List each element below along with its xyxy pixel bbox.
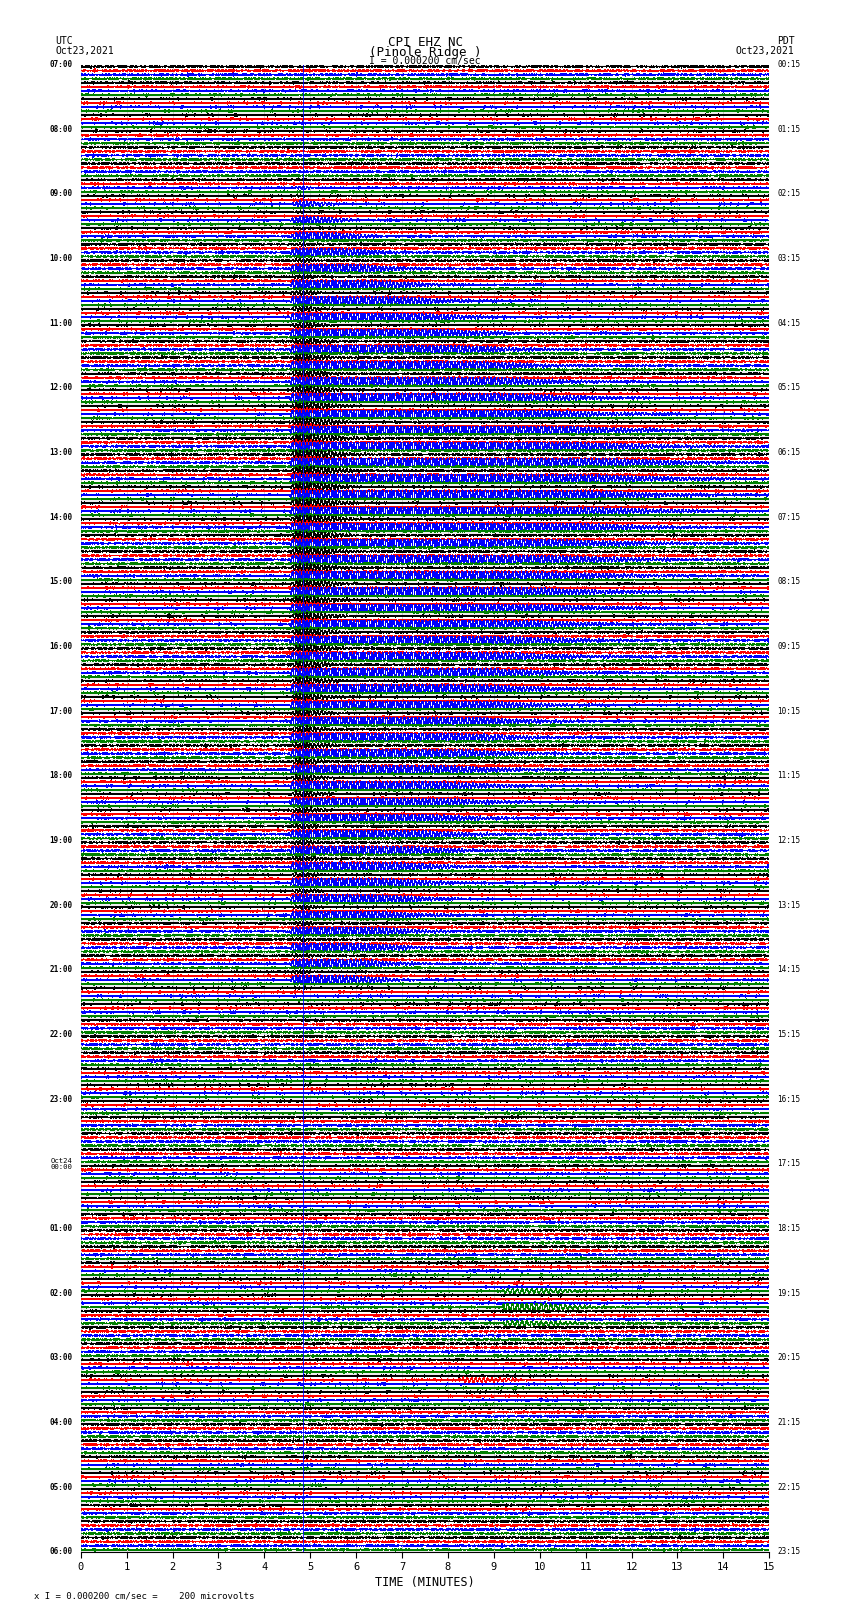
Text: UTC: UTC xyxy=(55,37,73,47)
Text: 21:00: 21:00 xyxy=(49,965,72,974)
Text: 14:15: 14:15 xyxy=(778,965,801,974)
Text: 02:15: 02:15 xyxy=(778,189,801,198)
Text: 22:15: 22:15 xyxy=(778,1482,801,1492)
Text: 03:00: 03:00 xyxy=(49,1353,72,1363)
Text: PDT: PDT xyxy=(777,37,795,47)
Text: 13:15: 13:15 xyxy=(778,900,801,910)
Text: 18:15: 18:15 xyxy=(778,1224,801,1232)
Text: 03:15: 03:15 xyxy=(778,253,801,263)
Text: 10:00: 10:00 xyxy=(49,253,72,263)
Text: 05:00: 05:00 xyxy=(49,1482,72,1492)
Text: I = 0.000200 cm/sec: I = 0.000200 cm/sec xyxy=(369,56,481,66)
Text: 17:00: 17:00 xyxy=(49,706,72,716)
Text: 16:15: 16:15 xyxy=(778,1095,801,1103)
Text: 12:15: 12:15 xyxy=(778,836,801,845)
Text: 00:15: 00:15 xyxy=(778,60,801,69)
X-axis label: TIME (MINUTES): TIME (MINUTES) xyxy=(375,1576,475,1589)
Text: x I = 0.000200 cm/sec =    200 microvolts: x I = 0.000200 cm/sec = 200 microvolts xyxy=(34,1590,254,1600)
Text: 11:00: 11:00 xyxy=(49,319,72,327)
Text: Oct23,2021: Oct23,2021 xyxy=(736,45,795,56)
Text: 13:00: 13:00 xyxy=(49,448,72,456)
Text: 15:00: 15:00 xyxy=(49,577,72,586)
Text: 01:00: 01:00 xyxy=(49,1224,72,1232)
Text: 12:00: 12:00 xyxy=(49,384,72,392)
Text: 20:15: 20:15 xyxy=(778,1353,801,1363)
Text: Oct24: Oct24 xyxy=(51,1158,72,1163)
Text: 04:15: 04:15 xyxy=(778,319,801,327)
Text: 01:15: 01:15 xyxy=(778,124,801,134)
Text: Oct23,2021: Oct23,2021 xyxy=(55,45,114,56)
Text: CPI EHZ NC: CPI EHZ NC xyxy=(388,37,462,50)
Text: 09:15: 09:15 xyxy=(778,642,801,652)
Text: 17:15: 17:15 xyxy=(778,1160,801,1168)
Text: 08:15: 08:15 xyxy=(778,577,801,586)
Text: 06:00: 06:00 xyxy=(49,1547,72,1557)
Text: 04:00: 04:00 xyxy=(49,1418,72,1428)
Text: 18:00: 18:00 xyxy=(49,771,72,781)
Text: 23:00: 23:00 xyxy=(49,1095,72,1103)
Text: 09:00: 09:00 xyxy=(49,189,72,198)
Text: 15:15: 15:15 xyxy=(778,1031,801,1039)
Text: 16:00: 16:00 xyxy=(49,642,72,652)
Text: 10:15: 10:15 xyxy=(778,706,801,716)
Text: 19:00: 19:00 xyxy=(49,836,72,845)
Text: 07:00: 07:00 xyxy=(49,60,72,69)
Text: 07:15: 07:15 xyxy=(778,513,801,521)
Text: 20:00: 20:00 xyxy=(49,900,72,910)
Text: 05:15: 05:15 xyxy=(778,384,801,392)
Text: (Pinole Ridge ): (Pinole Ridge ) xyxy=(369,45,481,60)
Text: 22:00: 22:00 xyxy=(49,1031,72,1039)
Text: 14:00: 14:00 xyxy=(49,513,72,521)
Text: 23:15: 23:15 xyxy=(778,1547,801,1557)
Text: 21:15: 21:15 xyxy=(778,1418,801,1428)
Text: 00:00: 00:00 xyxy=(51,1163,72,1169)
Text: 11:15: 11:15 xyxy=(778,771,801,781)
Text: 06:15: 06:15 xyxy=(778,448,801,456)
Text: 08:00: 08:00 xyxy=(49,124,72,134)
Text: 19:15: 19:15 xyxy=(778,1289,801,1297)
Text: 02:00: 02:00 xyxy=(49,1289,72,1297)
